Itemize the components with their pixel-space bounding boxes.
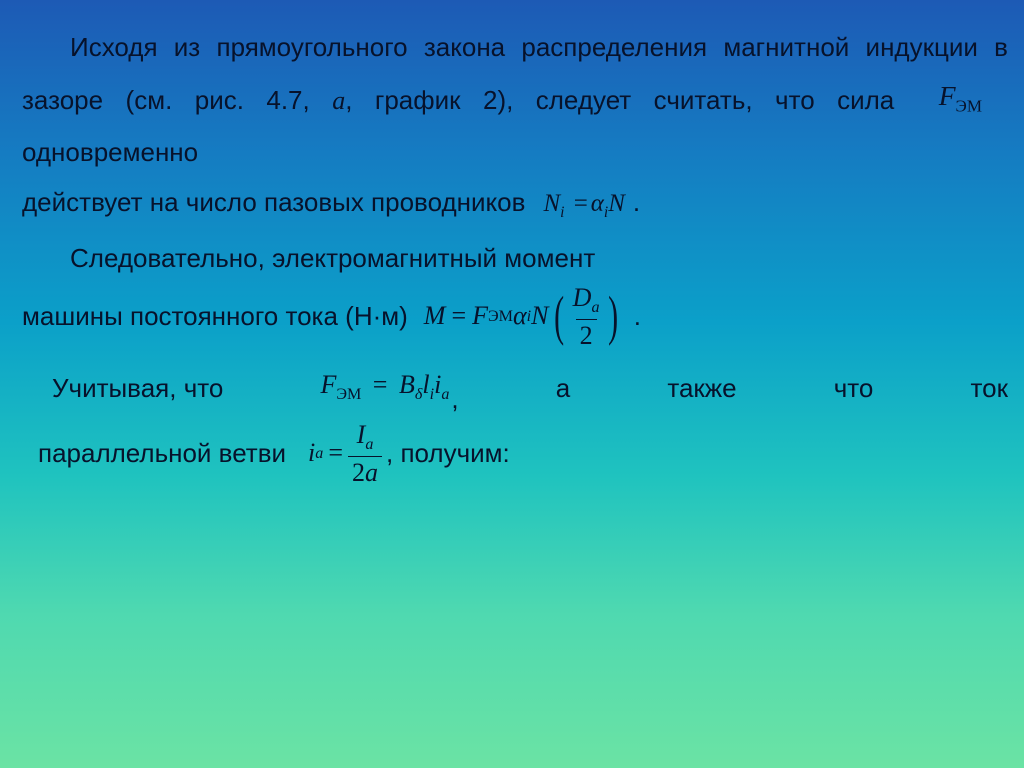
eq3-B: B: [399, 370, 415, 399]
para1-line-d: действует на число пазовых проводников: [22, 177, 525, 228]
para1-lines-ab: Исходя из прямоугольного закона распреде…: [22, 22, 1008, 177]
eq3-l: l: [422, 370, 429, 399]
eq2-frac-num-sub: a: [591, 299, 599, 316]
para2-line-b-row: машины постоянного тока (Н·м) M = FЭМαiN…: [22, 284, 1008, 349]
eq4-den-coef: 2: [352, 458, 365, 487]
eq4-den-var: a: [365, 458, 378, 487]
eq1-lhs: N: [543, 190, 560, 217]
eq2-eq: =: [445, 291, 472, 342]
eq4-num-sub: a: [365, 436, 373, 453]
equation-Ni: Ni =αiN: [539, 180, 628, 229]
eq3-F: F: [320, 370, 336, 399]
eq4-frac: Ia 2a: [348, 421, 382, 486]
eq2-frac-num: D: [573, 283, 592, 312]
lparen-icon: (: [555, 294, 565, 338]
eq1-N: N: [608, 190, 625, 217]
para3-comma: ,: [451, 374, 458, 425]
eq2-paren: ( Da 2 ): [550, 284, 621, 349]
para1-period: .: [633, 177, 640, 228]
eq3-wrap: FЭМ = Bδliia ,: [320, 364, 458, 415]
para3-mid-a: а: [556, 363, 570, 414]
para3-pre: Учитывая, что: [52, 363, 223, 414]
para2-line-b-pre: машины постоянного тока (Н·м): [22, 291, 408, 342]
eq3-F-sub: ЭМ: [336, 386, 361, 403]
para3-line2: параллельной ветви ia = Ia 2a , получим:: [22, 421, 1008, 486]
eq4-lhs-sub: a: [315, 438, 323, 469]
para1-line-d-row: действует на число пазовых проводников N…: [22, 177, 1008, 229]
equation-Fem-Bli: FЭМ = Bδliia: [320, 360, 449, 411]
eq3-i-sub: a: [441, 386, 449, 403]
slide-content: Исходя из прямоугольного закона распреде…: [22, 22, 1008, 486]
sym-F-sub: ЭМ: [956, 96, 982, 115]
eq2-frac: Da 2: [569, 284, 604, 349]
eq4-num: I: [357, 420, 366, 449]
eq2-M: M: [424, 291, 446, 342]
para1-after-sym: одновременно: [22, 137, 198, 167]
eq3-eq: =: [368, 370, 393, 399]
eq1-lhs-sub: i: [560, 204, 564, 221]
eq2-alpha: α: [513, 291, 527, 342]
eq4-lhs: i: [308, 428, 315, 479]
para1-a-italic: а: [332, 86, 345, 115]
sym-F: F: [939, 80, 956, 111]
eq2-N: N: [531, 291, 548, 342]
rparen-icon: ): [608, 294, 618, 338]
para3-mid-c: что: [834, 363, 874, 414]
equation-M: M = FЭМαiN ( Da 2 ): [424, 284, 622, 349]
eq4-eq: =: [323, 428, 348, 479]
para3-after: , получим:: [386, 428, 510, 479]
eq2-frac-den: 2: [576, 319, 597, 349]
equation-ia: ia = Ia 2a: [308, 421, 382, 486]
para3-mid-b: также: [667, 363, 736, 414]
symbol-Fem: FЭМ: [935, 80, 986, 111]
eq1-eq: =: [571, 190, 591, 217]
eq2-F-sub: ЭМ: [488, 301, 513, 332]
para3-line1: Учитывая, что FЭМ = Bδliia , а также что…: [22, 363, 1008, 415]
para1-after-a: , график 2), следует считать, что сила: [345, 85, 894, 115]
para2-period: .: [634, 291, 641, 342]
eq1-alpha: α: [591, 190, 604, 217]
eq2-F: F: [472, 291, 488, 342]
para3-line2-pre: параллельной ветви: [38, 428, 286, 479]
para3-mid-d: ток: [971, 363, 1008, 414]
para2-line-a: Следовательно, электромагнитный момент: [22, 233, 1008, 284]
